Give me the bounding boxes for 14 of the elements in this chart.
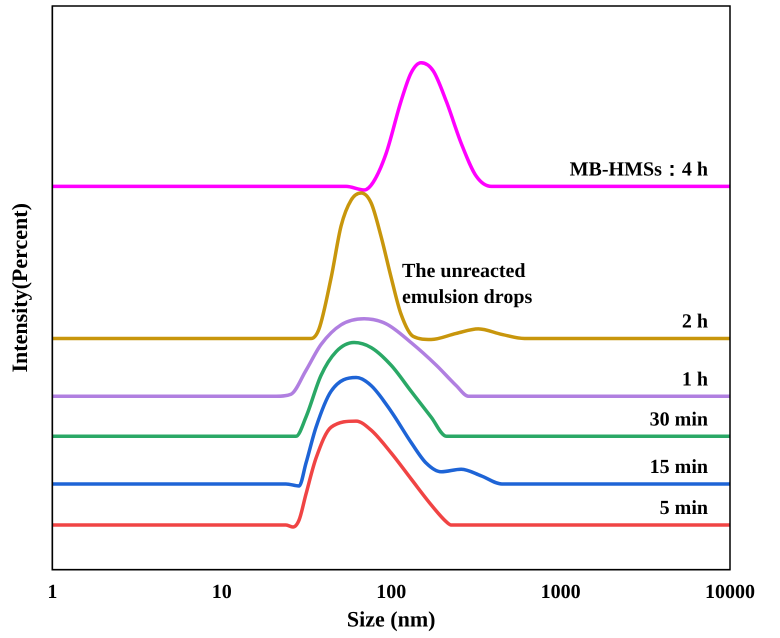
- series-label: 1 h: [682, 368, 708, 390]
- x-tick-label: 100: [376, 580, 406, 603]
- x-axis-title: Size (nm): [346, 606, 436, 632]
- annotation: The unreacted emulsion drops: [402, 259, 534, 310]
- x-tick-label: 1000: [540, 580, 581, 603]
- series-label: 5 min: [660, 497, 708, 520]
- x-tick-label: 1: [47, 580, 58, 603]
- series-label: 15 min: [650, 456, 708, 478]
- series-label: 30 min: [650, 408, 708, 430]
- y-axis-title: Intensity(Percent): [6, 203, 32, 373]
- series-label: 2 h: [682, 310, 708, 333]
- x-tick-label: 10000: [705, 580, 755, 603]
- x-tick-label: 10: [212, 580, 232, 603]
- series-label: MB-HMSs：4 h: [570, 158, 708, 181]
